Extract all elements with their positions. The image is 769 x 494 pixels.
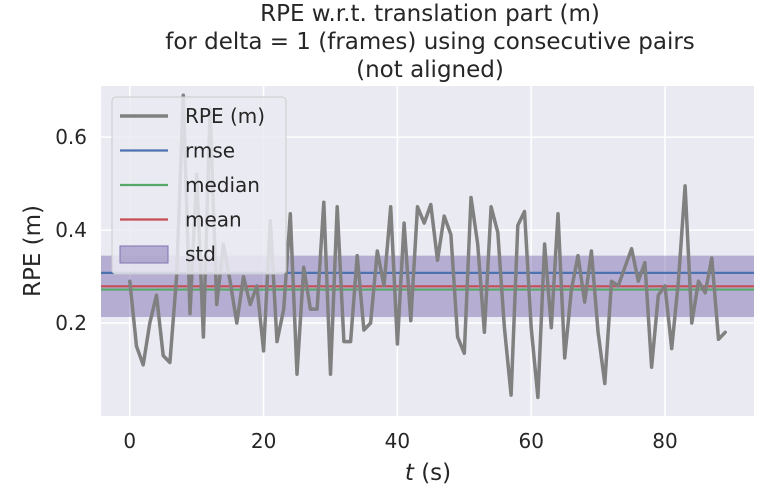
series-layer [128, 93, 727, 400]
rpe-series-line [128, 93, 727, 400]
y-tick-label: 0.4 [55, 218, 87, 242]
chart-title-line-2: for delta = 1 (frames) using consecutive… [165, 29, 695, 55]
x-axis-label-unit: (s) [414, 460, 451, 486]
y-axis-label: RPE (m) [20, 205, 46, 297]
legend-label: mean [185, 208, 242, 232]
legend: RPE (m) rmse median mean std [111, 96, 287, 275]
legend-label: std [185, 242, 216, 266]
y-tick-label: 0.6 [55, 125, 87, 149]
legend-label: RPE (m) [185, 104, 265, 128]
x-axis-ticks: 0 20 40 60 80 [123, 429, 677, 453]
y-tick-label: 0.2 [55, 311, 87, 335]
legend-label: median [185, 173, 260, 197]
x-tick-label: 80 [652, 429, 677, 453]
legend-label: rmse [185, 139, 235, 163]
x-tick-label: 0 [123, 429, 136, 453]
chart-title-line-3: (not aligned) [356, 57, 504, 83]
legend-frame [111, 96, 287, 275]
x-tick-label: 20 [251, 429, 276, 453]
chart-title-line-1: RPE w.r.t. translation part (m) [260, 1, 600, 27]
y-axis-ticks: 0.2 0.4 0.6 [55, 125, 87, 335]
legend-swatch [119, 245, 169, 264]
x-tick-label: 40 [385, 429, 410, 453]
x-axis-label: t (s) [405, 460, 451, 486]
x-axis-label-variable: t [405, 460, 415, 486]
x-tick-label: 60 [518, 429, 543, 453]
chart-title: RPE w.r.t. translation part (m) for delt… [165, 1, 695, 83]
